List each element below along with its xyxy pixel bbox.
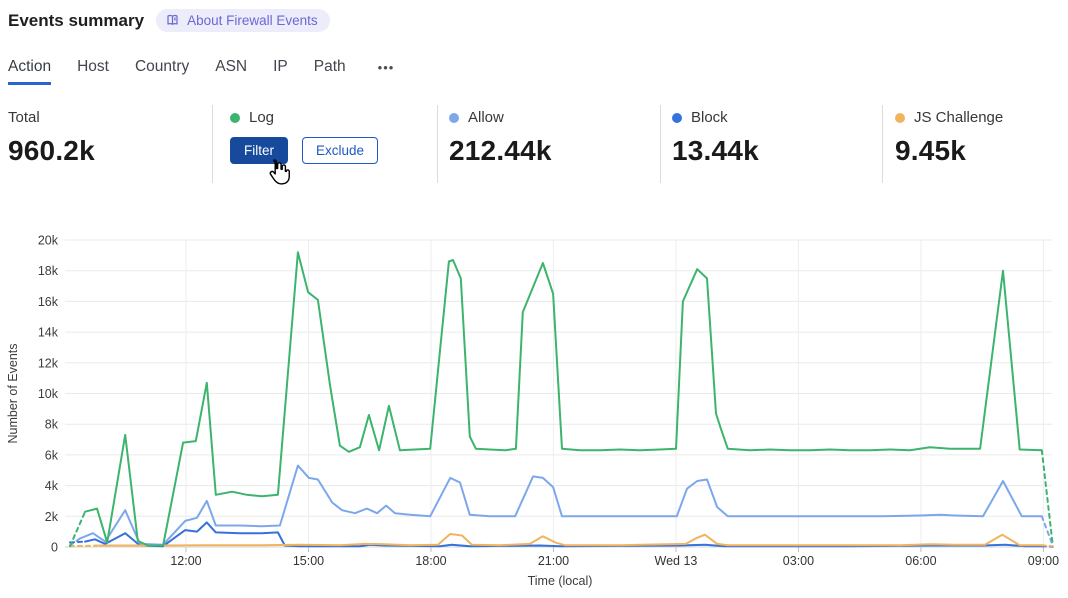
y-tick-label: 16k <box>38 295 59 309</box>
tab-country[interactable]: Country <box>135 58 189 82</box>
x-tick-label: 03:00 <box>783 554 814 568</box>
x-tick-label: 09:00 <box>1028 554 1059 568</box>
y-tick-label: 0 <box>51 541 58 555</box>
stat-allow-value: 212.44k <box>449 135 552 166</box>
y-tick-label: 4k <box>45 479 59 493</box>
series-line-log-tail-dashed <box>1040 449 1054 547</box>
allow-legend-dot-icon <box>449 112 459 123</box>
page-title: Events summary <box>8 10 145 30</box>
log-legend-dot-icon <box>230 112 240 123</box>
series-line-js-challenge-tail-dashed <box>1040 544 1054 548</box>
y-axis-title: Number of Events <box>6 343 20 443</box>
events-chart: 0 2k 4k 6k 8k 10k 12k 14k 16k 18k 20k 12:00 15:00 18:… <box>6 234 1059 589</box>
series-line-log-lead-dashed <box>69 510 87 548</box>
analytics-tabs: Action Host Country ASN IP Path ••• <box>8 58 400 85</box>
stat-allow-label: Allow <box>468 109 504 126</box>
x-tick-label: 06:00 <box>905 554 936 568</box>
stat-divider <box>437 105 438 183</box>
tab-path[interactable]: Path <box>314 58 346 82</box>
tab-host[interactable]: Host <box>77 58 109 82</box>
tab-ip[interactable]: IP <box>273 58 288 82</box>
js-challenge-legend-dot-icon <box>895 112 905 123</box>
y-tick-label: 6k <box>45 448 59 462</box>
about-firewall-events-badge[interactable]: About Firewall Events <box>156 9 330 32</box>
filter-button[interactable]: Filter <box>230 137 288 164</box>
stat-block-value: 13.44k <box>672 135 759 166</box>
stat-divider <box>882 105 883 183</box>
y-tick-label: 2k <box>45 510 59 524</box>
series-line-allow <box>78 464 1043 546</box>
x-tick-label: 15:00 <box>293 554 324 568</box>
exclude-button[interactable]: Exclude <box>302 137 379 164</box>
stat-js-challenge-label: JS Challenge <box>914 109 1004 126</box>
stat-log-label: Log <box>249 109 275 126</box>
x-tick-label: 21:00 <box>538 554 569 568</box>
stat-allow: Allow 212.44k <box>449 109 552 167</box>
x-axis-title: Time (local) <box>528 574 593 588</box>
stat-total: Total 960.2k <box>8 109 95 167</box>
y-tick-label: 20k <box>38 234 59 248</box>
stat-block-label: Block <box>691 109 728 126</box>
x-tick-label: Wed 13 <box>655 554 698 568</box>
stat-log: Log Filter Exclude <box>230 109 379 164</box>
tab-action[interactable]: Action <box>8 58 52 85</box>
series-line-log <box>84 251 1043 547</box>
y-tick-label: 14k <box>38 326 59 340</box>
stat-js-challenge-value: 9.45k <box>895 135 967 166</box>
y-tick-label: 18k <box>38 264 59 278</box>
series-line-js-challenge <box>98 533 1043 547</box>
stat-total-label: Total <box>8 109 40 126</box>
x-tick-label: 12:00 <box>170 554 201 568</box>
stat-block: Block 13.44k <box>672 109 759 167</box>
about-badge-label: About Firewall Events <box>187 13 318 28</box>
stat-divider <box>660 105 661 183</box>
header-row: Events summary About Firewall Events <box>8 9 330 32</box>
stat-divider <box>212 105 213 183</box>
x-tick-label: 18:00 <box>415 554 446 568</box>
y-tick-label: 8k <box>45 418 59 432</box>
stat-js-challenge: JS Challenge 9.45k <box>895 109 1003 167</box>
block-legend-dot-icon <box>672 112 682 123</box>
tab-asn[interactable]: ASN <box>215 58 247 82</box>
y-tick-label: 12k <box>38 356 59 370</box>
stat-total-value: 960.2k <box>8 135 95 166</box>
more-tabs-ellipsis-icon[interactable]: ••• <box>372 58 401 76</box>
series-line-js-challenge-lead-dashed <box>69 544 101 548</box>
y-tick-label: 10k <box>38 387 59 401</box>
book-icon <box>167 14 178 25</box>
stats-row: Total 960.2k Log Filter Exclude Allow 21… <box>0 103 1068 185</box>
series-line-allow-tail-dashed <box>1040 515 1054 547</box>
mouse-cursor-icon <box>269 159 290 185</box>
